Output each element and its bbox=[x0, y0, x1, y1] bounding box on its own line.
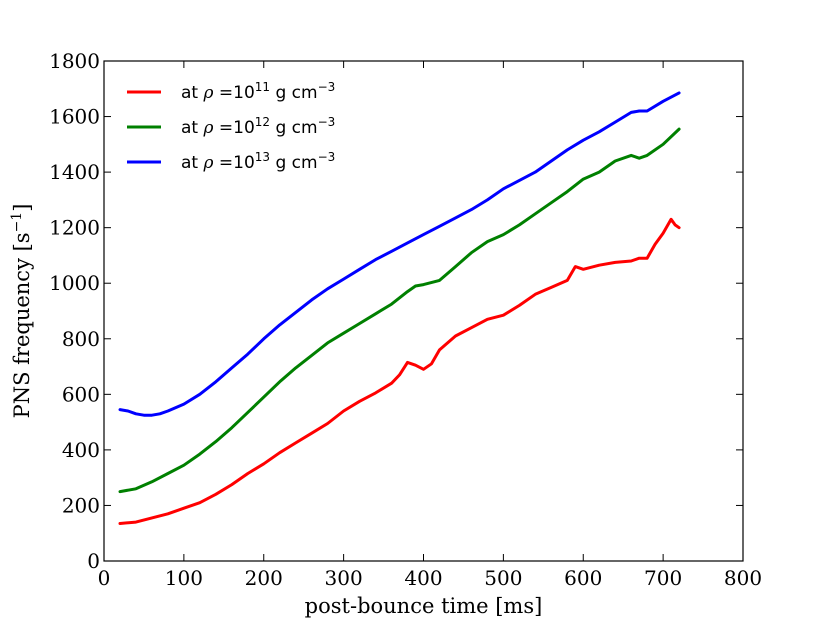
y-axis-label: PNS frequency [s−1] bbox=[9, 204, 34, 419]
series-line-blue bbox=[118, 91, 681, 417]
x-tick-label: 600 bbox=[564, 566, 602, 590]
x-tick-label: 100 bbox=[165, 566, 203, 590]
x-tick-label: 800 bbox=[724, 566, 762, 590]
legend-label-red: at ρ =1011 g cm−3 bbox=[181, 80, 335, 103]
series-line-red bbox=[118, 217, 681, 525]
legend-label-blue: at ρ =1013 g cm−3 bbox=[181, 150, 335, 173]
legend-entry-red: at ρ =1011 g cm−3 bbox=[127, 80, 335, 103]
x-tick-label: 300 bbox=[325, 566, 363, 590]
y-tick-label: 200 bbox=[62, 493, 100, 517]
x-tick-label: 400 bbox=[404, 566, 442, 590]
legend-label-green: at ρ =1012 g cm−3 bbox=[181, 115, 335, 138]
x-tick-label: 200 bbox=[245, 566, 283, 590]
legend-entry-green: at ρ =1012 g cm−3 bbox=[127, 115, 335, 138]
y-tick-label: 400 bbox=[62, 438, 100, 462]
y-tick-label: 1200 bbox=[49, 216, 100, 240]
y-tick-label: 800 bbox=[62, 327, 100, 351]
legend-entry-blue: at ρ =1013 g cm−3 bbox=[127, 150, 335, 173]
legend: at ρ =1011 g cm−3 at ρ =1012 g cm−3 at ρ =… bbox=[127, 80, 335, 173]
x-axis-label: post-bounce time [ms] bbox=[305, 594, 543, 618]
y-tick-label: 0 bbox=[87, 549, 100, 573]
y-tick-label: 1000 bbox=[49, 271, 100, 295]
x-tick-label: 500 bbox=[484, 566, 522, 590]
y-tick-label: 600 bbox=[62, 382, 100, 406]
x-tick-label: 700 bbox=[644, 566, 682, 590]
plot-background bbox=[104, 61, 743, 561]
ticks-layer: 0 100 200 300 400 500 600 700 800 0 200 400 600 800 10… bbox=[49, 49, 762, 590]
series-line-green bbox=[118, 127, 681, 494]
y-tick-label: 1600 bbox=[49, 105, 100, 129]
x-tick-label: 0 bbox=[98, 566, 111, 590]
y-tick-label: 1400 bbox=[49, 160, 100, 184]
series-layer bbox=[118, 91, 681, 525]
y-tick-label: 1800 bbox=[49, 49, 100, 73]
